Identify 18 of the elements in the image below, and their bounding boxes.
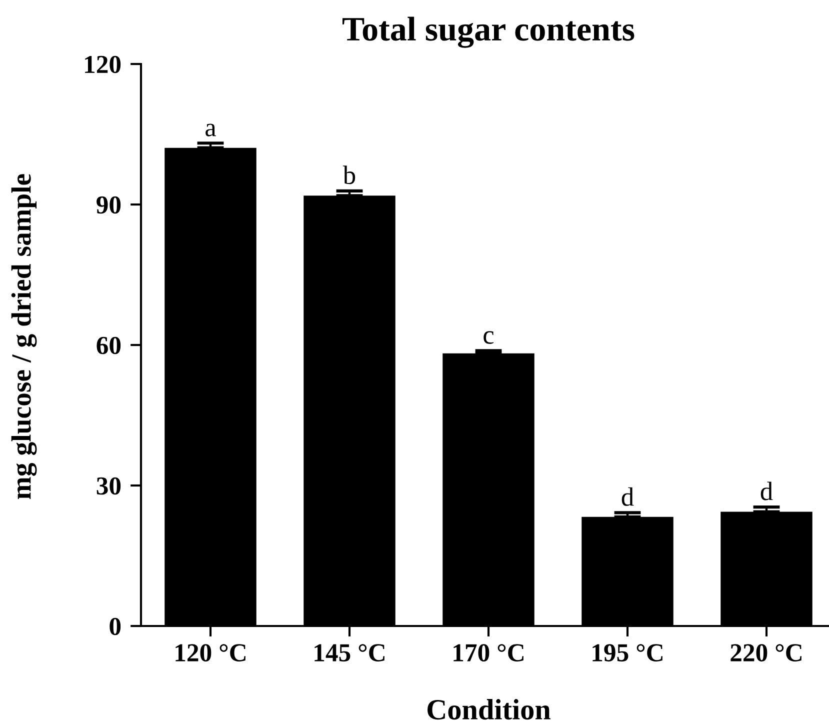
y-axis-title: mg glucose / g dried sample bbox=[11, 174, 37, 500]
chart-title: Total sugar contents bbox=[342, 16, 634, 48]
x-tick-label: 120 °C bbox=[176, 644, 246, 662]
y-tick-label: 0 bbox=[110, 618, 121, 636]
x-tick-label: 195 °C bbox=[592, 644, 662, 662]
y-tick-label: 120 bbox=[85, 56, 121, 74]
x-tick-label: 145 °C bbox=[314, 644, 384, 662]
y-tick-label: 60 bbox=[96, 336, 121, 354]
y-tick-label: 90 bbox=[96, 196, 121, 214]
x-tick-label: 220 °C bbox=[730, 644, 802, 662]
annotation: b bbox=[342, 166, 356, 184]
x-tick-label: 170 °C bbox=[454, 644, 524, 662]
annotation: a bbox=[206, 124, 216, 136]
x-axis-title: Condition bbox=[428, 699, 550, 720]
y-tick-label: 30 bbox=[96, 477, 121, 495]
annotation: d bbox=[622, 487, 634, 506]
annotation: d bbox=[760, 482, 773, 500]
annotation: c bbox=[484, 331, 494, 344]
